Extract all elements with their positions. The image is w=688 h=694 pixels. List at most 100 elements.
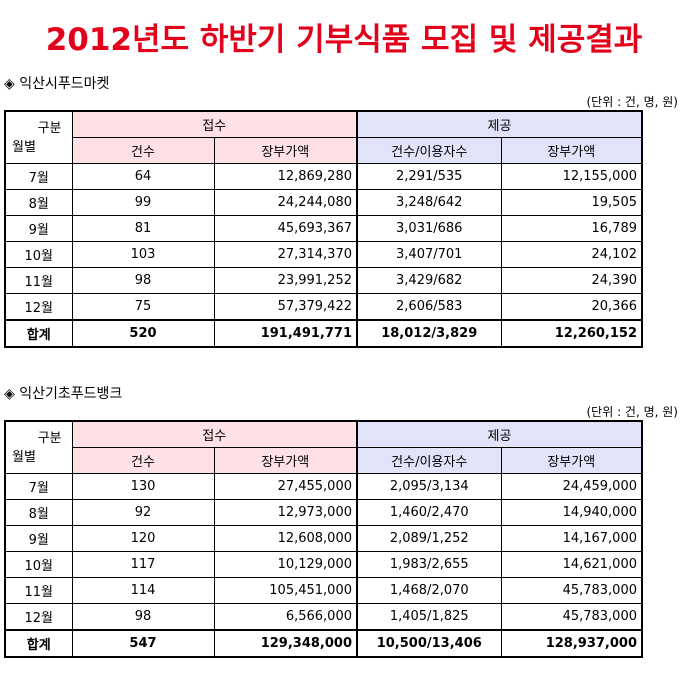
count-users-cell: 1,460/2,470 <box>356 499 502 526</box>
month-cell: 10월 <box>4 241 73 268</box>
count-users-cell: 1,468/2,070 <box>356 577 502 604</box>
total-count: 547 <box>71 629 215 658</box>
month-cell: 9월 <box>4 525 73 552</box>
month-cell: 11월 <box>4 577 73 604</box>
total-value2: 12,260,152 <box>500 319 643 348</box>
count-cell: 81 <box>71 215 215 242</box>
total-count-users: 10,500/13,406 <box>356 629 502 658</box>
value2-cell: 45,783,000 <box>500 603 643 631</box>
value-cell: 24,244,080 <box>213 189 358 216</box>
value-cell: 23,991,252 <box>213 267 358 294</box>
col-header-count-users: 건수/이용자수 <box>356 447 502 474</box>
value-cell: 12,973,000 <box>213 499 358 526</box>
count-cell: 120 <box>71 525 215 552</box>
corner-bottom-label: 월별 <box>12 139 36 155</box>
value2-cell: 19,505 <box>500 189 643 216</box>
col-header-count: 건수 <box>71 447 215 474</box>
group-header-receive: 접수 <box>71 110 358 138</box>
total-label: 합계 <box>4 319 73 348</box>
corner-header: 구분 월별 <box>4 110 73 164</box>
count-users-cell: 2,095/3,134 <box>356 473 502 500</box>
table-row: 7월 64 12,869,280 2,291/535 12,155,000 <box>4 163 643 190</box>
foodmarket-table: 구분 월별 접수 제공 건수 장부가액 건수/이용자수 장부가액 7월 64 1… <box>4 110 643 348</box>
month-cell: 11월 <box>4 267 73 294</box>
corner-top-label: 구분 <box>37 430 62 446</box>
total-count: 520 <box>71 319 215 348</box>
value-cell: 12,608,000 <box>213 525 358 552</box>
total-value: 129,348,000 <box>213 629 358 658</box>
value2-cell: 16,789 <box>500 215 643 242</box>
value2-cell: 14,621,000 <box>500 551 643 578</box>
month-cell: 12월 <box>4 293 73 321</box>
table-row: 9월 81 45,693,367 3,031/686 16,789 <box>4 215 643 242</box>
total-row: 합계 547 129,348,000 10,500/13,406 128,937… <box>4 629 643 658</box>
corner-header: 구분 월별 <box>4 420 73 474</box>
count-users-cell: 2,089/1,252 <box>356 525 502 552</box>
corner-top-label: 구분 <box>37 120 62 136</box>
value-cell: 6,566,000 <box>213 603 358 631</box>
table-row: 7월 130 27,455,000 2,095/3,134 24,459,000 <box>4 473 643 500</box>
value-cell: 57,379,422 <box>213 293 358 321</box>
value2-cell: 12,155,000 <box>500 163 643 190</box>
value2-cell: 20,366 <box>500 293 643 321</box>
value-cell: 45,693,367 <box>213 215 358 242</box>
table-row: 8월 99 24,244,080 3,248/642 19,505 <box>4 189 643 216</box>
group-header-provide: 제공 <box>356 420 643 448</box>
count-cell: 64 <box>71 163 215 190</box>
value2-cell: 14,167,000 <box>500 525 643 552</box>
month-cell: 7월 <box>4 473 73 500</box>
count-cell: 117 <box>71 551 215 578</box>
value2-cell: 24,390 <box>500 267 643 294</box>
total-value2: 128,937,000 <box>500 629 643 658</box>
col-header-value2: 장부가액 <box>500 137 643 164</box>
count-cell: 114 <box>71 577 215 604</box>
table-row: 12월 98 6,566,000 1,405/1,825 45,783,000 <box>4 603 643 631</box>
table-row: 8월 92 12,973,000 1,460/2,470 14,940,000 <box>4 499 643 526</box>
month-cell: 12월 <box>4 603 73 631</box>
month-cell: 7월 <box>4 163 73 190</box>
count-users-cell: 2,606/583 <box>356 293 502 321</box>
col-header-count-users: 건수/이용자수 <box>356 137 502 164</box>
count-cell: 75 <box>71 293 215 321</box>
section-title-foodmarket: ◈ 익산시푸드마켓 <box>4 76 110 92</box>
table-row: 10월 117 10,129,000 1,983/2,655 14,621,00… <box>4 551 643 578</box>
section-title-foodbank: ◈ 익산기초푸드뱅크 <box>4 386 123 402</box>
count-cell: 99 <box>71 189 215 216</box>
foodbank-table: 구분 월별 접수 제공 건수 장부가액 건수/이용자수 장부가액 7월 130 … <box>4 420 643 658</box>
count-users-cell: 3,429/682 <box>356 267 502 294</box>
value-cell: 27,314,370 <box>213 241 358 268</box>
col-header-value: 장부가액 <box>213 137 358 164</box>
unit-label: (단위 : 건, 명, 원) <box>586 405 679 419</box>
month-cell: 8월 <box>4 189 73 216</box>
count-users-cell: 2,291/535 <box>356 163 502 190</box>
month-cell: 9월 <box>4 215 73 242</box>
count-cell: 98 <box>71 603 215 631</box>
count-users-cell: 1,983/2,655 <box>356 551 502 578</box>
count-cell: 130 <box>71 473 215 500</box>
col-header-value: 장부가액 <box>213 447 358 474</box>
table-row: 11월 98 23,991,252 3,429/682 24,390 <box>4 267 643 294</box>
value2-cell: 14,940,000 <box>500 499 643 526</box>
count-users-cell: 3,031/686 <box>356 215 502 242</box>
count-users-cell: 3,248/642 <box>356 189 502 216</box>
corner-bottom-label: 월별 <box>12 449 36 465</box>
table-row: 9월 120 12,608,000 2,089/1,252 14,167,000 <box>4 525 643 552</box>
total-count-users: 18,012/3,829 <box>356 319 502 348</box>
count-cell: 98 <box>71 267 215 294</box>
total-value: 191,491,771 <box>213 319 358 348</box>
month-cell: 10월 <box>4 551 73 578</box>
value-cell: 105,451,000 <box>213 577 358 604</box>
table-row: 11월 114 105,451,000 1,468/2,070 45,783,0… <box>4 577 643 604</box>
month-cell: 8월 <box>4 499 73 526</box>
count-cell: 92 <box>71 499 215 526</box>
value2-cell: 24,102 <box>500 241 643 268</box>
unit-label: (단위 : 건, 명, 원) <box>586 95 679 109</box>
group-header-provide: 제공 <box>356 110 643 138</box>
page-title: 2012년도 하반기 기부식품 모집 및 제공결과 <box>45 22 643 58</box>
total-row: 합계 520 191,491,771 18,012/3,829 12,260,1… <box>4 319 643 348</box>
count-users-cell: 1,405/1,825 <box>356 603 502 631</box>
value-cell: 10,129,000 <box>213 551 358 578</box>
value2-cell: 45,783,000 <box>500 577 643 604</box>
total-label: 합계 <box>4 629 73 658</box>
value-cell: 12,869,280 <box>213 163 358 190</box>
